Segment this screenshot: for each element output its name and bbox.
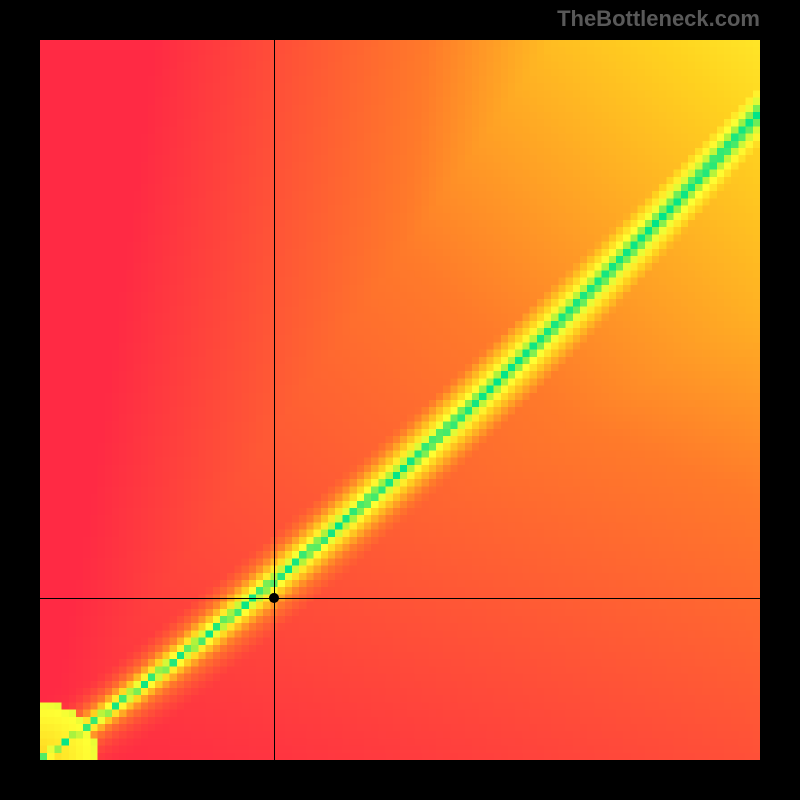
root: TheBottleneck.com xyxy=(0,0,800,800)
heatmap-plot xyxy=(40,40,760,760)
watermark-text: TheBottleneck.com xyxy=(557,6,760,32)
marker-canvas xyxy=(40,40,760,760)
